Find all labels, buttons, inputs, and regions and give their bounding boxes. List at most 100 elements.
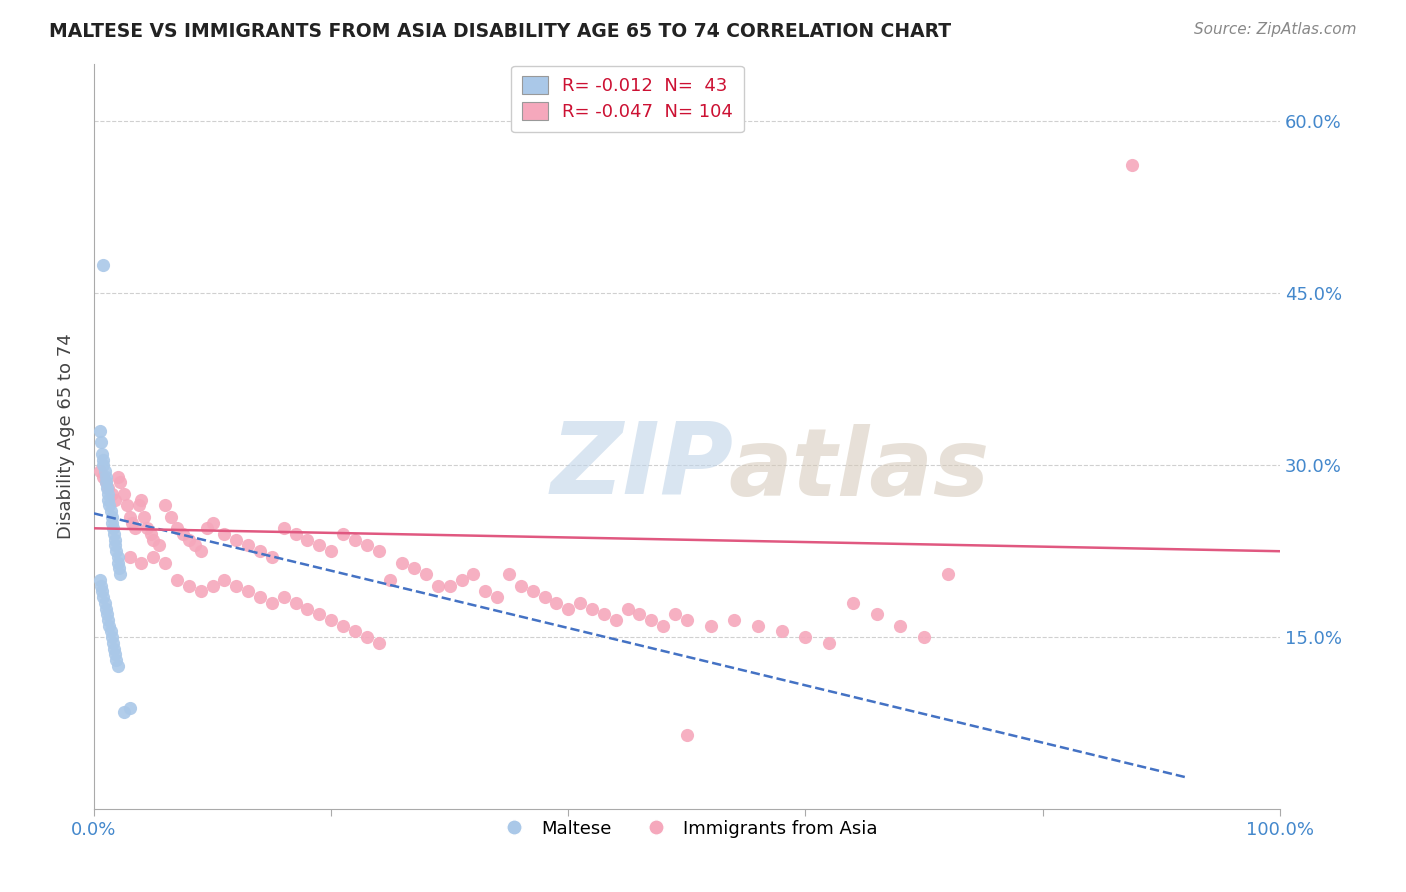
Point	[128, 499, 150, 513]
Point	[93, 458, 115, 473]
Point	[225, 579, 247, 593]
Point	[415, 567, 437, 582]
Point	[100, 516, 122, 530]
Text: ZIP: ZIP	[551, 417, 734, 515]
Point	[104, 533, 127, 547]
Point	[249, 544, 271, 558]
Point	[332, 527, 354, 541]
Point	[380, 573, 402, 587]
Point	[107, 556, 129, 570]
Point	[148, 539, 170, 553]
Point	[89, 464, 111, 478]
Point	[190, 544, 212, 558]
Point	[343, 624, 366, 639]
Point	[96, 607, 118, 622]
Point	[284, 596, 307, 610]
Point	[124, 521, 146, 535]
Point	[91, 447, 114, 461]
Point	[132, 509, 155, 524]
Point	[546, 596, 568, 610]
Point	[260, 549, 283, 564]
Point	[509, 579, 531, 593]
Point	[463, 567, 485, 582]
Point	[105, 653, 128, 667]
Point	[166, 573, 188, 587]
Point	[747, 618, 769, 632]
Point	[131, 556, 153, 570]
Point	[94, 469, 117, 483]
Point	[474, 584, 496, 599]
Point	[112, 487, 135, 501]
Point	[225, 533, 247, 547]
Point	[166, 521, 188, 535]
Point	[153, 556, 176, 570]
Point	[865, 607, 887, 622]
Point	[101, 521, 124, 535]
Point	[652, 618, 675, 632]
Point	[450, 573, 472, 587]
Text: Source: ZipAtlas.com: Source: ZipAtlas.com	[1194, 22, 1357, 37]
Point	[100, 624, 122, 639]
Point	[100, 504, 122, 518]
Point	[177, 533, 200, 547]
Point	[214, 573, 236, 587]
Point	[201, 579, 224, 593]
Point	[93, 590, 115, 604]
Point	[90, 435, 112, 450]
Point	[97, 481, 120, 495]
Point	[103, 641, 125, 656]
Point	[498, 567, 520, 582]
Point	[107, 469, 129, 483]
Point	[569, 596, 592, 610]
Point	[118, 701, 141, 715]
Point	[522, 584, 544, 599]
Point	[557, 601, 579, 615]
Point	[107, 658, 129, 673]
Point	[112, 705, 135, 719]
Point	[343, 533, 366, 547]
Point	[699, 618, 721, 632]
Point	[664, 607, 686, 622]
Point	[249, 590, 271, 604]
Point	[101, 636, 124, 650]
Point	[142, 549, 165, 564]
Point	[98, 618, 121, 632]
Point	[93, 258, 115, 272]
Point	[108, 561, 131, 575]
Point	[439, 579, 461, 593]
Point	[89, 573, 111, 587]
Point	[142, 533, 165, 547]
Point	[676, 613, 699, 627]
Point	[118, 549, 141, 564]
Point	[139, 527, 162, 541]
Point	[533, 590, 555, 604]
Point	[770, 624, 793, 639]
Point	[889, 618, 911, 632]
Point	[676, 728, 699, 742]
Point	[93, 464, 115, 478]
Point	[297, 601, 319, 615]
Point	[356, 630, 378, 644]
Point	[103, 527, 125, 541]
Point	[640, 613, 662, 627]
Point	[105, 544, 128, 558]
Point	[183, 539, 205, 553]
Point	[260, 596, 283, 610]
Point	[581, 601, 603, 615]
Point	[236, 584, 259, 599]
Point	[153, 499, 176, 513]
Point	[284, 527, 307, 541]
Point	[94, 475, 117, 490]
Point	[100, 487, 122, 501]
Point	[794, 630, 817, 644]
Point	[190, 584, 212, 599]
Point	[404, 561, 426, 575]
Point	[201, 516, 224, 530]
Point	[936, 567, 959, 582]
Point	[90, 579, 112, 593]
Point	[136, 521, 159, 535]
Point	[98, 499, 121, 513]
Point	[115, 499, 138, 513]
Point	[108, 567, 131, 582]
Point	[319, 613, 342, 627]
